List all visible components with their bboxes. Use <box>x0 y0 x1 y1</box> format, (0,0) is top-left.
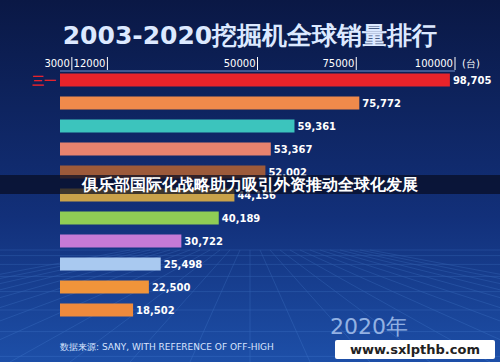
data-label: 40,189 <box>222 213 261 224</box>
category-label: 三一 <box>32 74 56 88</box>
bar <box>60 235 181 248</box>
year-label: 2020年 <box>330 314 408 339</box>
x-tick-label: 3000 <box>44 58 69 69</box>
watermark: www.sxlpthb.com <box>350 342 480 357</box>
x-axis-label: (台) <box>462 58 480 69</box>
x-tick <box>455 57 456 70</box>
bars <box>60 74 450 317</box>
background-line <box>330 250 500 362</box>
labels: 98,705三一75,77259,36153,36752,00244,15640… <box>32 74 492 316</box>
background <box>0 0 500 362</box>
data-label: 75,772 <box>362 98 401 109</box>
x-tick-label: 50000 <box>224 58 256 69</box>
x-tick-label: 100000 <box>415 58 453 69</box>
x-tick <box>257 57 258 70</box>
x-tick-label: 75000 <box>322 58 354 69</box>
background-line <box>350 250 500 362</box>
watermark-box <box>335 340 495 359</box>
data-label: 59,361 <box>297 121 336 132</box>
data-label: 98,705 <box>453 75 492 86</box>
x-tick <box>107 57 108 70</box>
title: 2003-2020挖掘机全球销量排行 <box>63 21 438 50</box>
data-label: 25,498 <box>164 259 203 270</box>
x-tick-label: 12000 <box>74 58 106 69</box>
x-tick <box>356 57 357 70</box>
background-line <box>310 250 500 362</box>
x-axis-line <box>60 71 455 72</box>
bar <box>60 281 149 294</box>
bar <box>60 97 359 110</box>
banner-text: 俱乐部国际化战略助力吸引外资推动全球化发展 <box>81 175 418 194</box>
data-label: 22,500 <box>152 282 191 293</box>
data-label: 30,722 <box>184 236 223 247</box>
bar <box>60 212 219 225</box>
chart: 2003-2020挖掘机全球销量排行 3000 12000 50000 75000 100… <box>0 0 500 362</box>
bar <box>60 120 294 133</box>
data-label: 18,502 <box>136 305 175 316</box>
source-note: 数据来源: SANY, WITH REFERENCE OF OFF-HIGH <box>60 342 274 352</box>
bar <box>60 143 271 156</box>
background-line <box>340 250 500 362</box>
x-tick <box>71 57 72 70</box>
background-line <box>320 250 500 362</box>
background-grid <box>0 250 500 362</box>
data-label: 53,367 <box>274 144 313 155</box>
bar <box>60 74 450 87</box>
banner-band <box>0 175 500 194</box>
background-line <box>300 250 500 362</box>
bar <box>60 258 161 271</box>
bar <box>60 304 133 317</box>
